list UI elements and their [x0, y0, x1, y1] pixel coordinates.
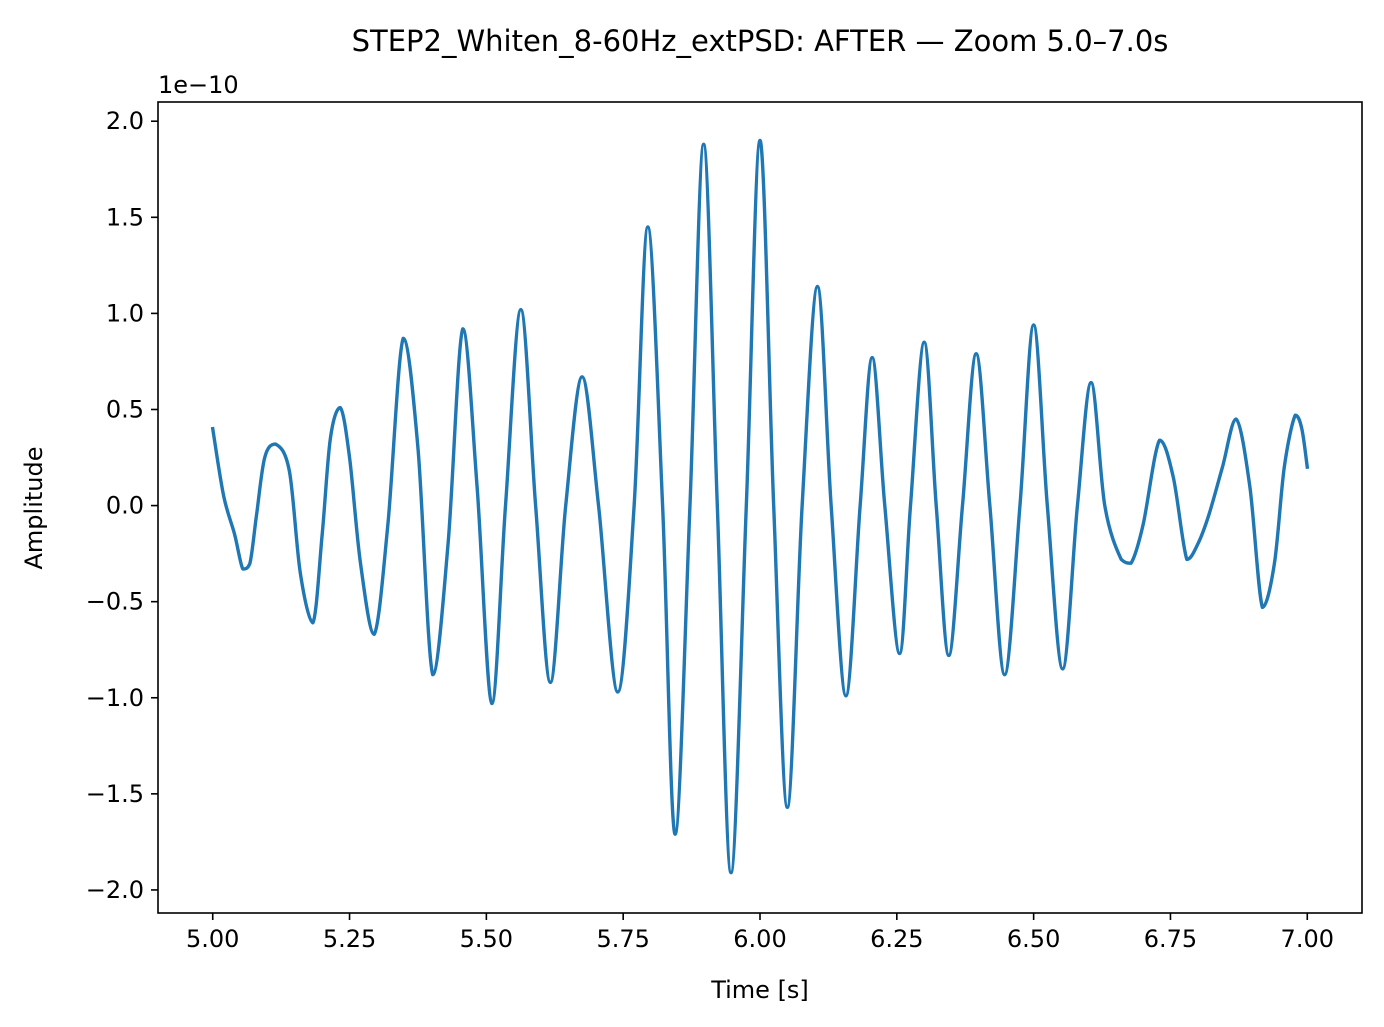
series-layer: [210, 138, 1310, 875]
x-tick-label: 6.25: [870, 925, 923, 953]
signal-line: [210, 138, 1310, 875]
y-tick-label: 1.5: [106, 203, 144, 231]
y-tick-label: −1.5: [86, 780, 144, 808]
x-axis-label: Time [s]: [710, 976, 809, 1004]
plot-frame: [157, 101, 1363, 914]
y-tick-label: 1.0: [106, 299, 144, 327]
x-tick-label: 5.75: [596, 925, 649, 953]
y-tick-label: 0.5: [106, 395, 144, 423]
x-tick-label: 6.00: [733, 925, 786, 953]
y-offset-label: 1e−10: [158, 71, 239, 99]
y-tick-label: −1.0: [86, 684, 144, 712]
x-tick-label: 6.75: [1144, 925, 1197, 953]
x-tick-label: 5.00: [186, 925, 239, 953]
x-tick-label: 5.50: [460, 925, 513, 953]
y-axis-ticks: 2.0 1.5 1.0 0.5 0.0 −0.5 −1.0 −1.5 −2.0: [86, 107, 158, 904]
x-axis-ticks: 5.00 5.25 5.50 5.75 6.00 6.25 6.50 6.75 7.00: [186, 913, 1334, 953]
y-tick-label: 2.0: [106, 107, 144, 135]
chart-title: STEP2_Whiten_8-60Hz_extPSD: AFTER — Zoom…: [352, 24, 1169, 58]
x-tick-label: 6.50: [1007, 925, 1060, 953]
x-tick-label: 5.25: [323, 925, 376, 953]
y-axis-label: Amplitude: [20, 447, 48, 570]
y-tick-label: −0.5: [86, 588, 144, 616]
x-tick-label: 7.00: [1281, 925, 1334, 953]
y-tick-label: −2.0: [86, 876, 144, 904]
y-tick-label: 0.0: [106, 492, 144, 520]
